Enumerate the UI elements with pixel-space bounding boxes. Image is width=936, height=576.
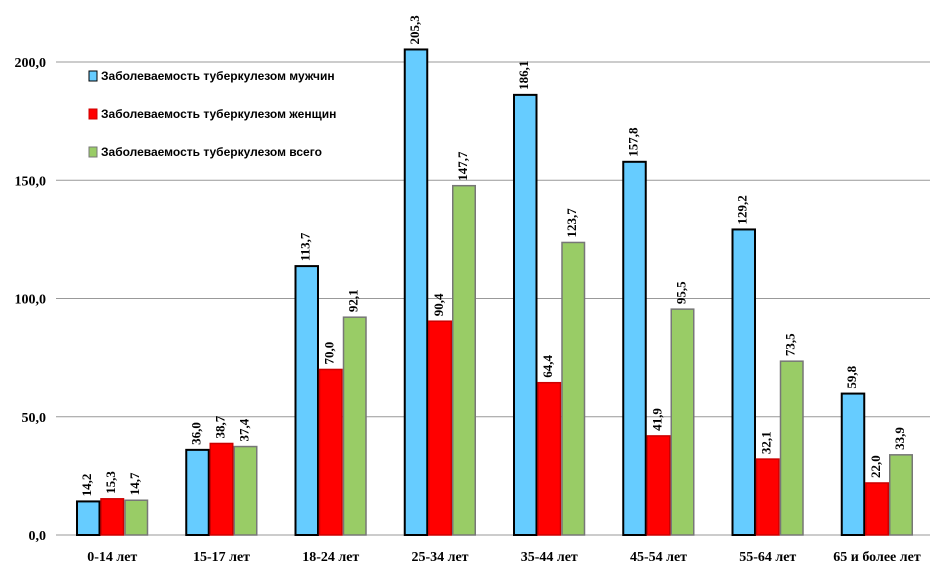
legend-label: Заболеваемость туберкулезом женщин bbox=[101, 107, 336, 121]
bar-men bbox=[622, 160, 647, 536]
x-tick-label: 25-34 лет bbox=[411, 550, 468, 565]
data-label: 186,1 bbox=[516, 61, 531, 90]
bars bbox=[76, 48, 913, 537]
data-label: 157,8 bbox=[625, 127, 640, 157]
data-label: 205,3 bbox=[407, 15, 422, 45]
data-label: 37,4 bbox=[236, 418, 251, 441]
data-label: 92,1 bbox=[346, 289, 361, 312]
bar-men bbox=[185, 448, 210, 536]
x-tick-label: 55-64 лет bbox=[739, 550, 796, 565]
data-label: 64,4 bbox=[540, 354, 555, 377]
x-tick-label: 45-54 лет bbox=[630, 550, 687, 565]
bar-men bbox=[513, 93, 538, 536]
bar-total bbox=[233, 445, 258, 536]
data-labels: 14,2 15,3 14,7 36,0 38,7 37,4 113,7 70,0 92,1 205… bbox=[79, 15, 907, 497]
legend-swatch bbox=[88, 146, 98, 158]
y-tick-label: 50,0 bbox=[22, 411, 47, 426]
bar-women bbox=[646, 435, 671, 536]
legend-label: Заболеваемость туберкулезом всего bbox=[101, 145, 322, 159]
bar-women bbox=[209, 442, 234, 536]
legend: Заболеваемость туберкулезом мужчин Заболе… bbox=[88, 69, 336, 159]
bar-men bbox=[840, 392, 866, 536]
bar-women bbox=[100, 498, 125, 536]
data-label: 41,9 bbox=[649, 408, 664, 431]
bar-total bbox=[670, 308, 695, 536]
data-label: 38,7 bbox=[212, 415, 227, 438]
bar-women bbox=[537, 381, 562, 536]
y-axis: 0,0 50,0 100,0 150,0 200,0 bbox=[15, 56, 47, 544]
bar-men bbox=[731, 228, 756, 537]
bar-men bbox=[403, 48, 429, 536]
bar-total bbox=[124, 499, 149, 536]
data-label: 147,7 bbox=[455, 151, 470, 181]
bar-women bbox=[865, 482, 889, 536]
bar-total bbox=[561, 241, 586, 536]
data-label: 22,0 bbox=[868, 455, 883, 478]
bar-total bbox=[452, 184, 476, 536]
legend-swatch bbox=[88, 70, 98, 82]
bar-women bbox=[755, 458, 780, 536]
data-label: 73,5 bbox=[783, 333, 798, 356]
bar-total bbox=[779, 360, 804, 536]
x-tick-label: 0-14 лет bbox=[87, 550, 137, 565]
legend-swatch bbox=[88, 108, 98, 120]
data-label: 70,0 bbox=[322, 342, 337, 365]
bar-men bbox=[294, 265, 319, 536]
bar-men bbox=[76, 500, 101, 536]
x-axis: 0-14 лет 15-17 лет 18-24 лет 25-34 лет 35-44… bbox=[87, 550, 921, 565]
data-label: 113,7 bbox=[298, 232, 313, 261]
bar-women bbox=[318, 368, 343, 536]
data-label: 123,7 bbox=[564, 208, 579, 238]
data-label: 15,3 bbox=[103, 471, 118, 494]
data-label: 14,7 bbox=[127, 472, 142, 495]
data-label: 95,5 bbox=[673, 281, 688, 304]
legend-label: Заболеваемость туберкулезом мужчин bbox=[101, 69, 335, 83]
data-label: 90,4 bbox=[431, 293, 446, 316]
y-tick-label: 150,0 bbox=[15, 174, 47, 189]
data-label: 14,2 bbox=[79, 474, 94, 497]
bar-total bbox=[889, 454, 913, 536]
y-tick-label: 200,0 bbox=[15, 56, 47, 71]
y-tick-label: 100,0 bbox=[15, 293, 47, 308]
x-tick-label: 15-17 лет bbox=[193, 550, 250, 565]
x-tick-label: 65 и более лет bbox=[833, 550, 921, 565]
data-label: 32,1 bbox=[759, 431, 774, 454]
data-label: 59,8 bbox=[844, 365, 859, 388]
data-label: 129,2 bbox=[735, 195, 750, 224]
y-tick-label: 0,0 bbox=[29, 529, 47, 544]
data-label: 36,0 bbox=[188, 422, 203, 445]
x-tick-label: 35-44 лет bbox=[521, 550, 578, 565]
bar-women bbox=[428, 320, 452, 536]
bar-total bbox=[342, 316, 367, 536]
data-label: 33,9 bbox=[892, 427, 907, 450]
x-tick-label: 18-24 лет bbox=[302, 550, 359, 565]
